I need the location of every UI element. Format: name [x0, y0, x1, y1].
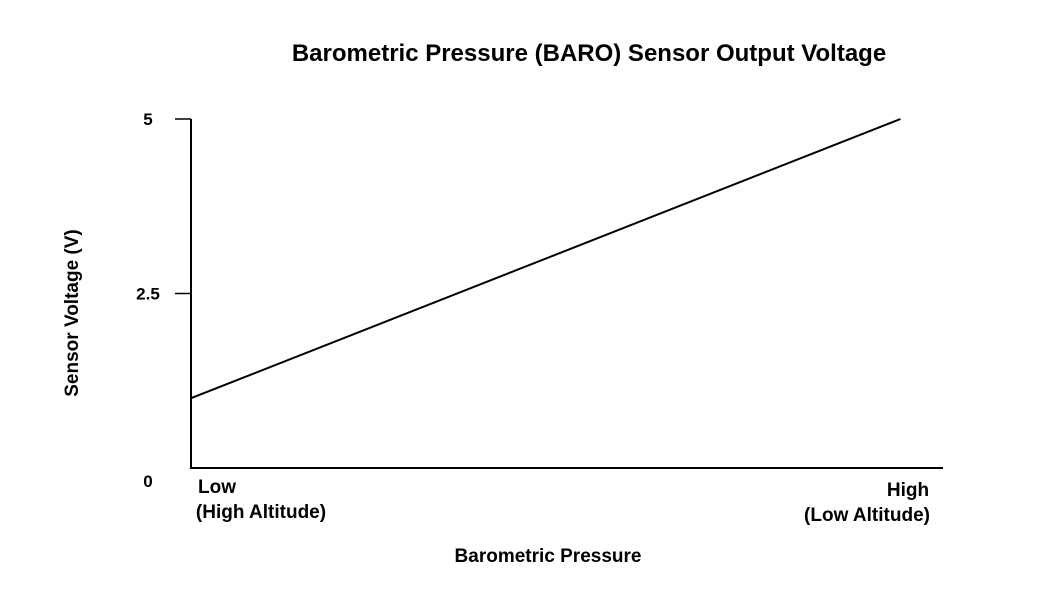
- series-layer: [190, 118, 901, 400]
- x-tick-label-line: (Low Altitude): [804, 505, 930, 526]
- x-tick-label-line: (High Altitude): [196, 502, 326, 523]
- x-tick-label-line: High: [887, 480, 929, 501]
- x-tick-label-line: Low: [198, 477, 236, 498]
- chart-title: Barometric Pressure (BARO) Sensor Output…: [292, 40, 886, 67]
- y-tick-label: 2.5: [136, 285, 160, 304]
- y-tick-label: 5: [143, 110, 152, 129]
- series-line: [190, 118, 901, 400]
- x-tick-label: High (Low Altitude): [804, 480, 930, 526]
- axes: [190, 119, 943, 469]
- y-axis-ticks: 02.55: [136, 110, 191, 491]
- y-tick-label: 0: [143, 472, 152, 491]
- y-axis-label: Sensor Voltage (V): [62, 229, 83, 397]
- x-axis-label: Barometric Pressure: [455, 546, 642, 567]
- x-axis-ticks: Low (High Altitude) High (Low Altitude): [196, 477, 930, 526]
- x-tick-label: Low (High Altitude): [196, 477, 326, 523]
